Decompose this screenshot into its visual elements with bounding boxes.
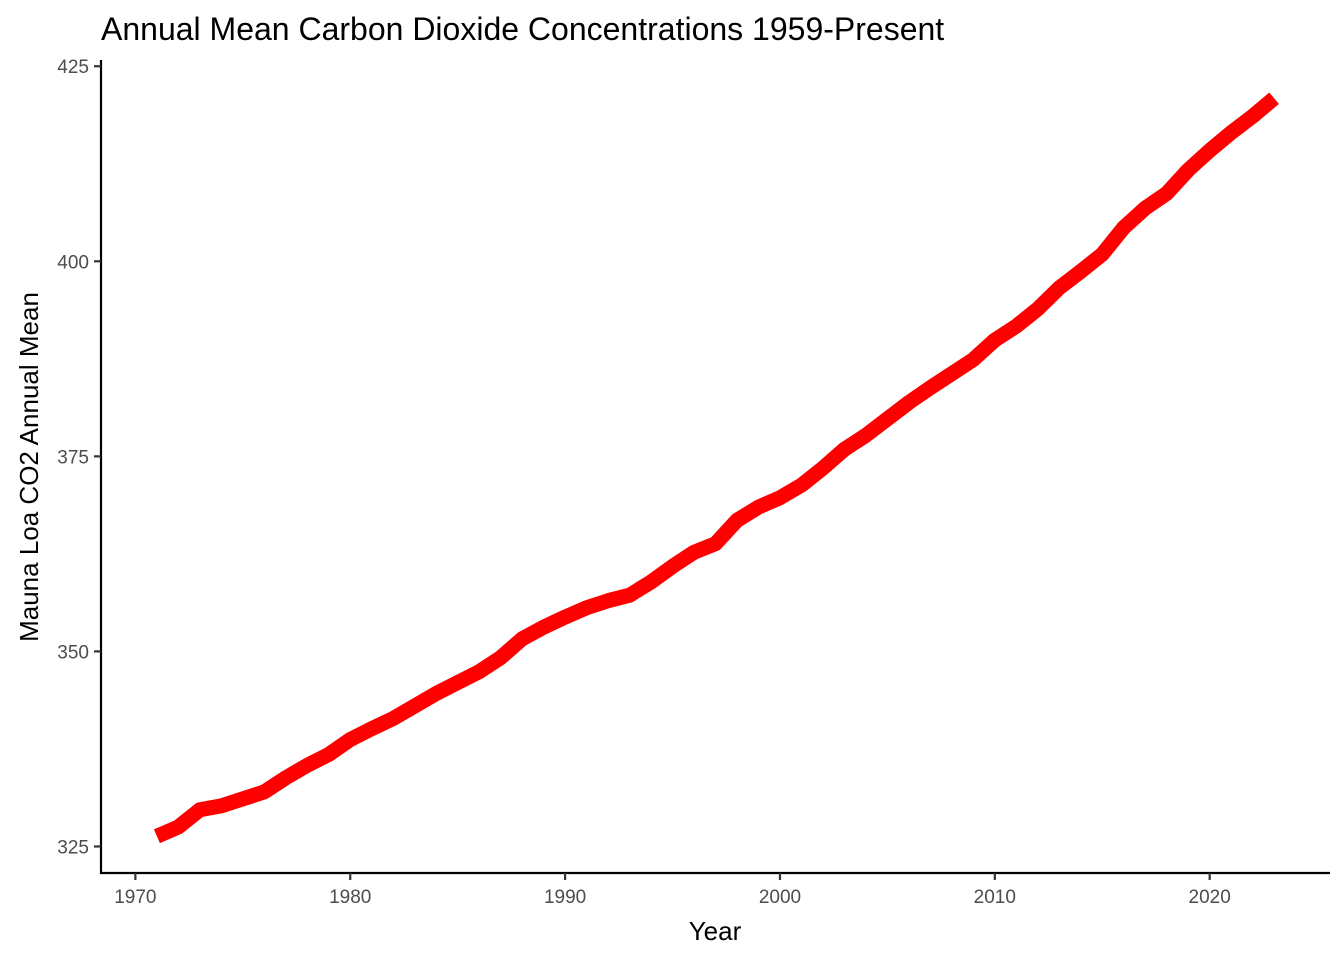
y-tick-label: 375 — [57, 447, 89, 468]
x-axis-ticks: 1970 1980 1990 2000 2010 2020 — [114, 873, 1231, 908]
co2-series-line — [153, 92, 1279, 844]
x-tick-label: 2010 — [974, 887, 1016, 908]
y-axis-ticks: 325 350 375 400 425 — [57, 57, 101, 858]
x-tick-label: 2020 — [1189, 887, 1231, 908]
x-tick-label: 1990 — [544, 887, 586, 908]
y-tick-label: 325 — [57, 837, 89, 858]
x-tick-label: 1980 — [329, 887, 371, 908]
y-axis-title: Mauna Loa CO2 Annual Mean — [14, 292, 44, 642]
x-axis-title: Year — [689, 916, 742, 946]
x-tick-label: 2000 — [759, 887, 801, 908]
x-tick-label: 1970 — [114, 887, 156, 908]
y-tick-label: 425 — [57, 57, 89, 78]
y-tick-label: 350 — [57, 642, 89, 663]
y-tick-label: 400 — [57, 252, 89, 273]
plot-area — [153, 92, 1279, 844]
chart-title: Annual Mean Carbon Dioxide Concentration… — [101, 11, 944, 47]
